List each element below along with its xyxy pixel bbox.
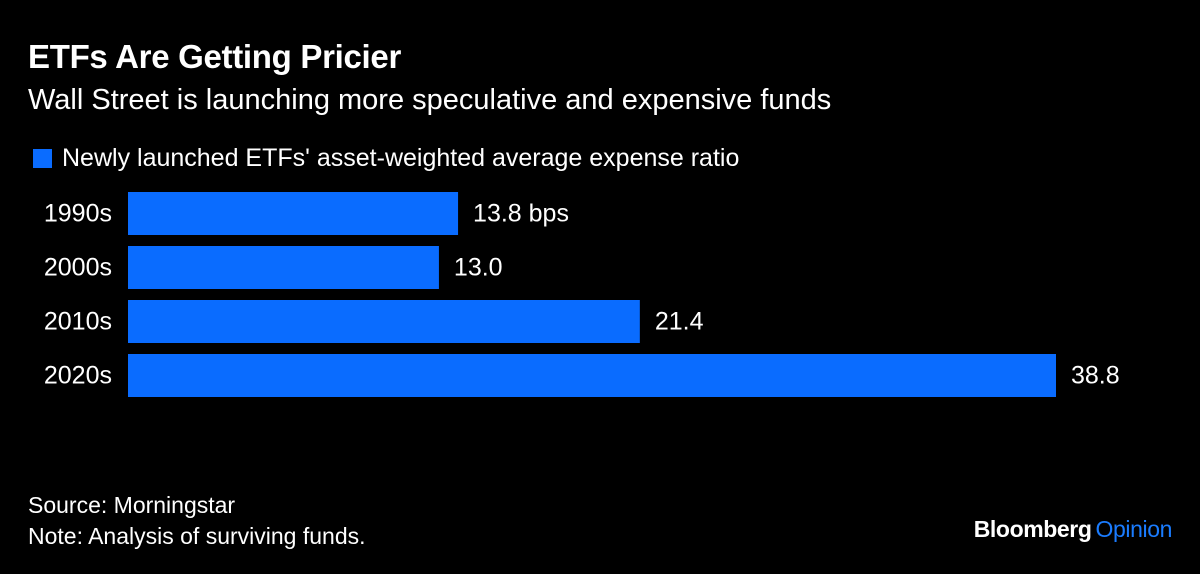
- brand-name: Bloomberg: [973, 516, 1092, 542]
- chart-title: ETFs Are Getting Pricier: [28, 38, 402, 75]
- value-label-2020s: 38.8: [1071, 362, 1120, 390]
- bar-1990s: [128, 192, 459, 235]
- analysis-note: Note: Analysis of surviving funds.: [28, 523, 366, 549]
- brand-section: Opinion: [1095, 516, 1173, 542]
- bar-2010s: [128, 300, 640, 343]
- chart-subtitle: Wall Street is launching more speculativ…: [28, 84, 832, 116]
- legend-swatch: [33, 149, 52, 168]
- footer: Source: Morningstar Note: Analysis of su…: [28, 490, 366, 552]
- value-label-1990s: 13.8 bps: [473, 200, 569, 228]
- legend: Newly launched ETFs' asset-weighted aver…: [33, 144, 739, 173]
- bloomberg-opinion-logo: Bloomberg Opinion: [973, 516, 1173, 543]
- value-label-2000s: 13.0: [454, 254, 503, 282]
- bar-2000s: [128, 246, 439, 289]
- legend-label: Newly launched ETFs' asset-weighted aver…: [62, 144, 740, 172]
- category-label-2020s: 2020s: [44, 362, 112, 390]
- bar-2020s: [128, 354, 1056, 397]
- source-note: Source: Morningstar: [28, 492, 236, 518]
- category-label-1990s: 1990s: [44, 200, 112, 228]
- category-label-2010s: 2010s: [44, 308, 112, 336]
- category-label-2000s: 2000s: [44, 254, 112, 282]
- value-label-2010s: 21.4: [655, 308, 704, 336]
